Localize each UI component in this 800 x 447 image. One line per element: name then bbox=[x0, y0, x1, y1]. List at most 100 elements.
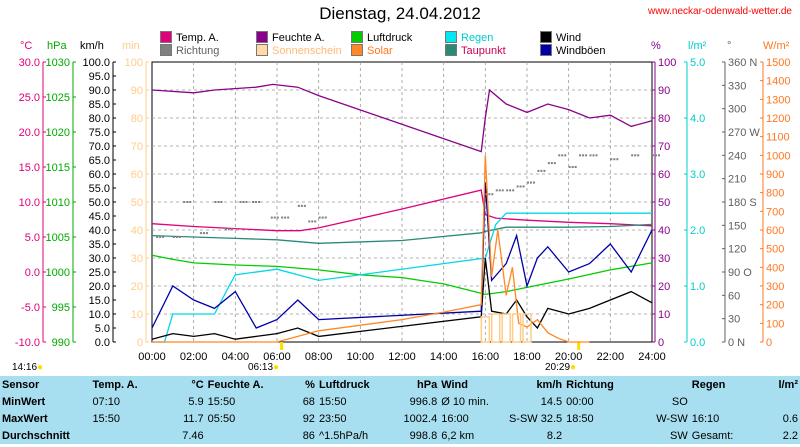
stats-cell: Regen bbox=[691, 378, 726, 391]
y-tick-label-wind: 25.0 bbox=[89, 267, 110, 279]
series-point-richtung bbox=[217, 201, 220, 203]
series-point-richtung bbox=[631, 154, 634, 157]
series-point-richtung bbox=[189, 201, 192, 203]
series-point-richtung bbox=[522, 185, 525, 188]
y-tick-label-sun: 50 bbox=[131, 197, 143, 209]
y-tick-label-wind: 75.0 bbox=[89, 127, 110, 139]
y-tick-label-wind: 0.0 bbox=[95, 337, 110, 349]
y-tick-label-solar: 1400 bbox=[766, 76, 790, 88]
series-line-windboeen bbox=[151, 182, 653, 329]
series-point-richtung bbox=[561, 154, 564, 157]
stats-cell: MaxWert bbox=[2, 412, 48, 425]
y-tick-label-sun: 60 bbox=[131, 169, 143, 181]
stats-cell: 1002.4 bbox=[403, 412, 438, 425]
x-tick-label: 14:00 bbox=[430, 351, 458, 363]
series-bar-sonnenschein bbox=[480, 316, 491, 343]
stats-cell: 8.2 bbox=[546, 429, 563, 442]
series-point-richtung bbox=[178, 236, 181, 238]
legend-item-taupunkt: Taupunkt bbox=[445, 44, 506, 57]
stats-cell bbox=[206, 427, 278, 444]
unit-wind: km/h bbox=[80, 40, 104, 52]
series-bar-sonnenschein bbox=[501, 313, 511, 343]
y-tick-label-humidity: 90 bbox=[658, 85, 670, 97]
stats-cell bbox=[635, 376, 690, 393]
legend-swatch bbox=[351, 44, 363, 56]
series-point-richtung bbox=[574, 166, 577, 168]
y-tick-label-rain: 1.0 bbox=[690, 281, 705, 293]
y-tick-label-pressure: 1020 bbox=[46, 127, 70, 139]
sunset-icon: ● bbox=[570, 362, 577, 373]
y-tick-label-solar: 900 bbox=[766, 169, 784, 181]
site-link[interactable]: www.neckar-odenwald-wetter.de bbox=[648, 6, 792, 17]
legend-item-windboeen: Windböen bbox=[540, 44, 606, 57]
y-tick-label-pressure: 995 bbox=[52, 302, 70, 314]
x-tick-label: 02:00 bbox=[180, 351, 208, 363]
series-taupunkt bbox=[151, 223, 653, 244]
series-point-richtung bbox=[491, 193, 494, 196]
legend-swatch bbox=[445, 31, 457, 43]
x-tick-label: 16:00 bbox=[472, 351, 500, 363]
y-tick-label-rain: 2.0 bbox=[690, 225, 705, 237]
stats-cell: Luftdruck bbox=[318, 378, 370, 391]
series-point-richtung bbox=[245, 201, 248, 203]
x-tick-label: 06:00 bbox=[263, 351, 291, 363]
y-tick-label-humidity: 10 bbox=[658, 309, 670, 321]
stats-row: Sensor Temp. A. °C Feuchte A.% Luftdruck hPa W… bbox=[0, 376, 800, 393]
y-tick-label-pressure: 1005 bbox=[46, 232, 70, 244]
series-point-richtung bbox=[276, 216, 279, 219]
stats-cell: 996.8 bbox=[409, 395, 438, 408]
stats-cell: SO bbox=[671, 395, 688, 408]
y-tick-label-solar: 100 bbox=[766, 318, 784, 330]
y-tick-label-wind: 10.0 bbox=[89, 309, 110, 321]
unit-temp: °C bbox=[20, 40, 33, 52]
series-point-richtung bbox=[658, 154, 660, 157]
y-tick-label-wind: 95.0 bbox=[89, 71, 110, 83]
series-point-richtung bbox=[616, 158, 619, 161]
series-point-richtung bbox=[564, 154, 567, 157]
stats-cell: 68 bbox=[302, 395, 315, 408]
series-solar bbox=[152, 155, 590, 343]
x-tick-label: 20:00 bbox=[555, 351, 583, 363]
y-tick-label-wind: 90.0 bbox=[89, 85, 110, 97]
stats-cell: 23:50 bbox=[318, 412, 347, 425]
y-tick-label-sun: 20 bbox=[131, 281, 143, 293]
y-tick-label-humidity: 0 bbox=[658, 337, 664, 349]
y-tick-label-direction: 360 N bbox=[728, 57, 757, 69]
y-tick-label-temp: -10.0 bbox=[15, 337, 40, 349]
y-tick-label-direction: 300 bbox=[728, 104, 746, 116]
series-point-richtung bbox=[530, 181, 532, 184]
legend-item-solar: Solar bbox=[351, 44, 393, 57]
series-point-richtung bbox=[540, 169, 543, 172]
stats-cell: SW bbox=[670, 429, 688, 442]
series-temp bbox=[151, 189, 653, 232]
series-point-richtung bbox=[501, 189, 504, 192]
stats-row: MinWert 07:10 5.9 15:50 68 15:50 996.8 Ø 10 min… bbox=[0, 393, 800, 410]
legend-swatch bbox=[160, 44, 172, 56]
series-point-richtung bbox=[255, 201, 257, 203]
y-tick-label-sun: 90 bbox=[131, 85, 143, 97]
y-tick-label-wind: 45.0 bbox=[89, 211, 110, 223]
stats-cell: MinWert bbox=[2, 395, 46, 408]
series-point-richtung bbox=[516, 185, 519, 188]
x-tick-label: 24:00 bbox=[638, 351, 666, 363]
series-point-richtung bbox=[183, 201, 186, 203]
series-point-richtung bbox=[202, 232, 205, 235]
stats-cell: km/h bbox=[536, 378, 563, 391]
series-point-richtung bbox=[582, 154, 585, 157]
unit-solar: W/m² bbox=[763, 40, 790, 52]
y-tick-label-rain: 5.0 bbox=[690, 57, 705, 69]
y-tick-label-direction: 240 bbox=[728, 150, 746, 162]
stats-table: Sensor Temp. A. °C Feuchte A.% Luftdruck hPa W… bbox=[0, 376, 800, 444]
y-tick-label-solar: 800 bbox=[766, 188, 784, 200]
y-tick-label-wind: 65.0 bbox=[89, 155, 110, 167]
y-tick-label-solar: 1300 bbox=[766, 94, 790, 106]
stats-cell: 15:50 bbox=[318, 395, 347, 408]
x-tick-label: 00:00 bbox=[138, 351, 166, 363]
stats-cell: l/m² bbox=[778, 378, 798, 391]
stats-cell: hPa bbox=[417, 378, 438, 391]
unit-direction: ° bbox=[727, 40, 732, 52]
y-tick-label-solar: 1000 bbox=[766, 150, 790, 162]
y-tick-label-direction: 210 bbox=[728, 174, 746, 186]
stats-cell: 14.5 bbox=[540, 395, 563, 408]
y-tick-label-solar: 700 bbox=[766, 206, 784, 218]
